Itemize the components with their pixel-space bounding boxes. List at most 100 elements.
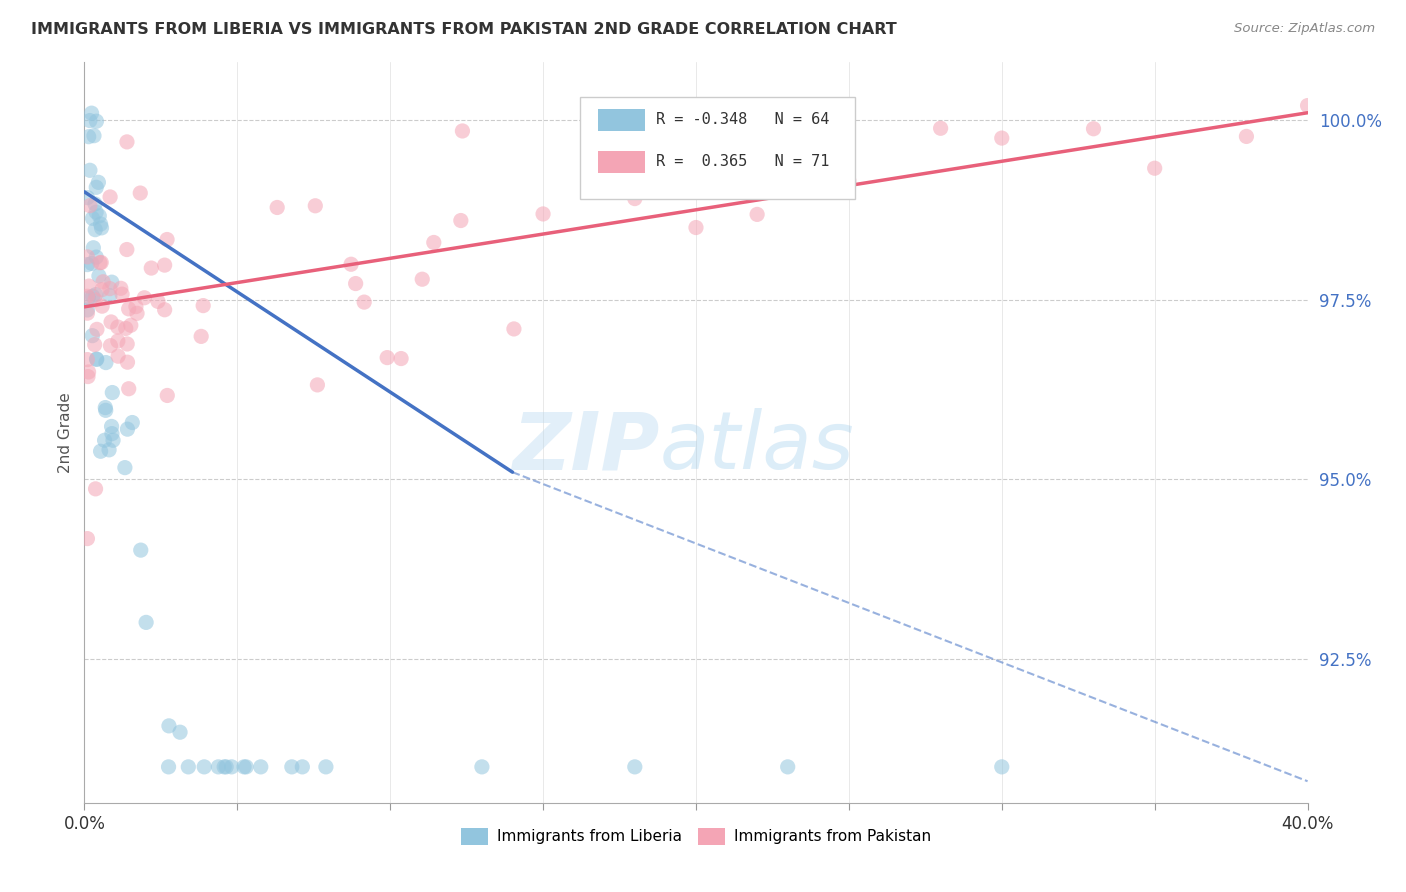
Point [157, 760, 180, 774]
Point [98, 289, 121, 303]
Point [82, 211, 104, 226]
Point [84, 287, 107, 301]
Point [157, 719, 180, 733]
Point [80, 106, 103, 120]
FancyBboxPatch shape [579, 97, 855, 200]
Point [100, 315, 122, 329]
Point [156, 233, 179, 247]
Point [115, 243, 138, 257]
Point [375, 351, 398, 365]
Point [503, 322, 526, 336]
Point [98, 282, 121, 296]
Point [221, 760, 243, 774]
Point [94, 355, 117, 369]
Point [291, 760, 314, 774]
Point [146, 294, 169, 309]
Point [98, 190, 121, 204]
Point [107, 349, 129, 363]
Point [91, 299, 114, 313]
Point [233, 760, 256, 774]
Point [193, 299, 215, 313]
Point [169, 725, 191, 739]
Point [79, 199, 101, 213]
Point [215, 760, 238, 774]
Point [451, 124, 474, 138]
Point [281, 760, 304, 774]
Point [134, 291, 156, 305]
Point [177, 760, 200, 774]
Y-axis label: 2nd Grade: 2nd Grade [58, 392, 73, 473]
Point [90, 217, 112, 231]
Point [115, 135, 138, 149]
Point [83, 337, 105, 351]
Point [84, 482, 107, 496]
Point [120, 318, 142, 333]
Point [129, 543, 152, 558]
Point [76, 532, 98, 546]
Point [76, 352, 98, 367]
Point [235, 760, 257, 774]
Point [77, 365, 100, 379]
Point [84, 293, 107, 307]
Point [624, 192, 647, 206]
Point [135, 615, 157, 630]
Point [86, 352, 108, 367]
Point [125, 300, 148, 314]
Point [1296, 98, 1319, 112]
Point [84, 222, 107, 236]
Point [84, 250, 107, 264]
Point [101, 426, 124, 441]
Point [118, 301, 141, 316]
Point [125, 306, 148, 320]
Point [153, 302, 176, 317]
Point [82, 289, 104, 303]
Point [315, 760, 337, 774]
Point [86, 114, 108, 128]
Point [77, 279, 100, 293]
Point [624, 760, 647, 774]
Point [190, 329, 212, 343]
Point [90, 444, 112, 458]
Text: Source: ZipAtlas.com: Source: ZipAtlas.com [1234, 22, 1375, 36]
Point [101, 434, 124, 448]
Point [207, 760, 229, 774]
Point [84, 197, 107, 211]
Bar [598, 152, 644, 173]
Point [531, 207, 554, 221]
Point [423, 235, 446, 250]
Point [79, 113, 101, 128]
Point [76, 289, 98, 303]
Point [84, 180, 107, 194]
Point [991, 131, 1014, 145]
Point [91, 283, 114, 297]
Point [117, 355, 139, 369]
Text: R = -0.348   N = 64: R = -0.348 N = 64 [655, 112, 830, 127]
Point [193, 760, 215, 774]
Point [100, 339, 122, 353]
Text: IMMIGRANTS FROM LIBERIA VS IMMIGRANTS FROM PAKISTAN 2ND GRADE CORRELATION CHART: IMMIGRANTS FROM LIBERIA VS IMMIGRANTS FR… [31, 22, 897, 37]
Point [76, 191, 98, 205]
Point [82, 241, 104, 255]
Point [450, 213, 472, 227]
Point [249, 760, 271, 774]
Point [115, 337, 138, 351]
Point [101, 385, 124, 400]
Point [100, 419, 122, 434]
Point [929, 121, 952, 136]
Point [94, 403, 117, 417]
Point [77, 291, 100, 305]
Point [747, 207, 769, 221]
Point [79, 163, 101, 178]
Point [80, 256, 103, 270]
Point [411, 272, 433, 286]
Point [212, 760, 235, 774]
Point [117, 422, 139, 436]
Point [76, 302, 98, 317]
Point [153, 258, 176, 272]
Point [1236, 129, 1258, 144]
Point [86, 322, 108, 336]
Point [1083, 121, 1105, 136]
Point [94, 401, 117, 415]
Point [87, 268, 110, 283]
Point [118, 382, 141, 396]
